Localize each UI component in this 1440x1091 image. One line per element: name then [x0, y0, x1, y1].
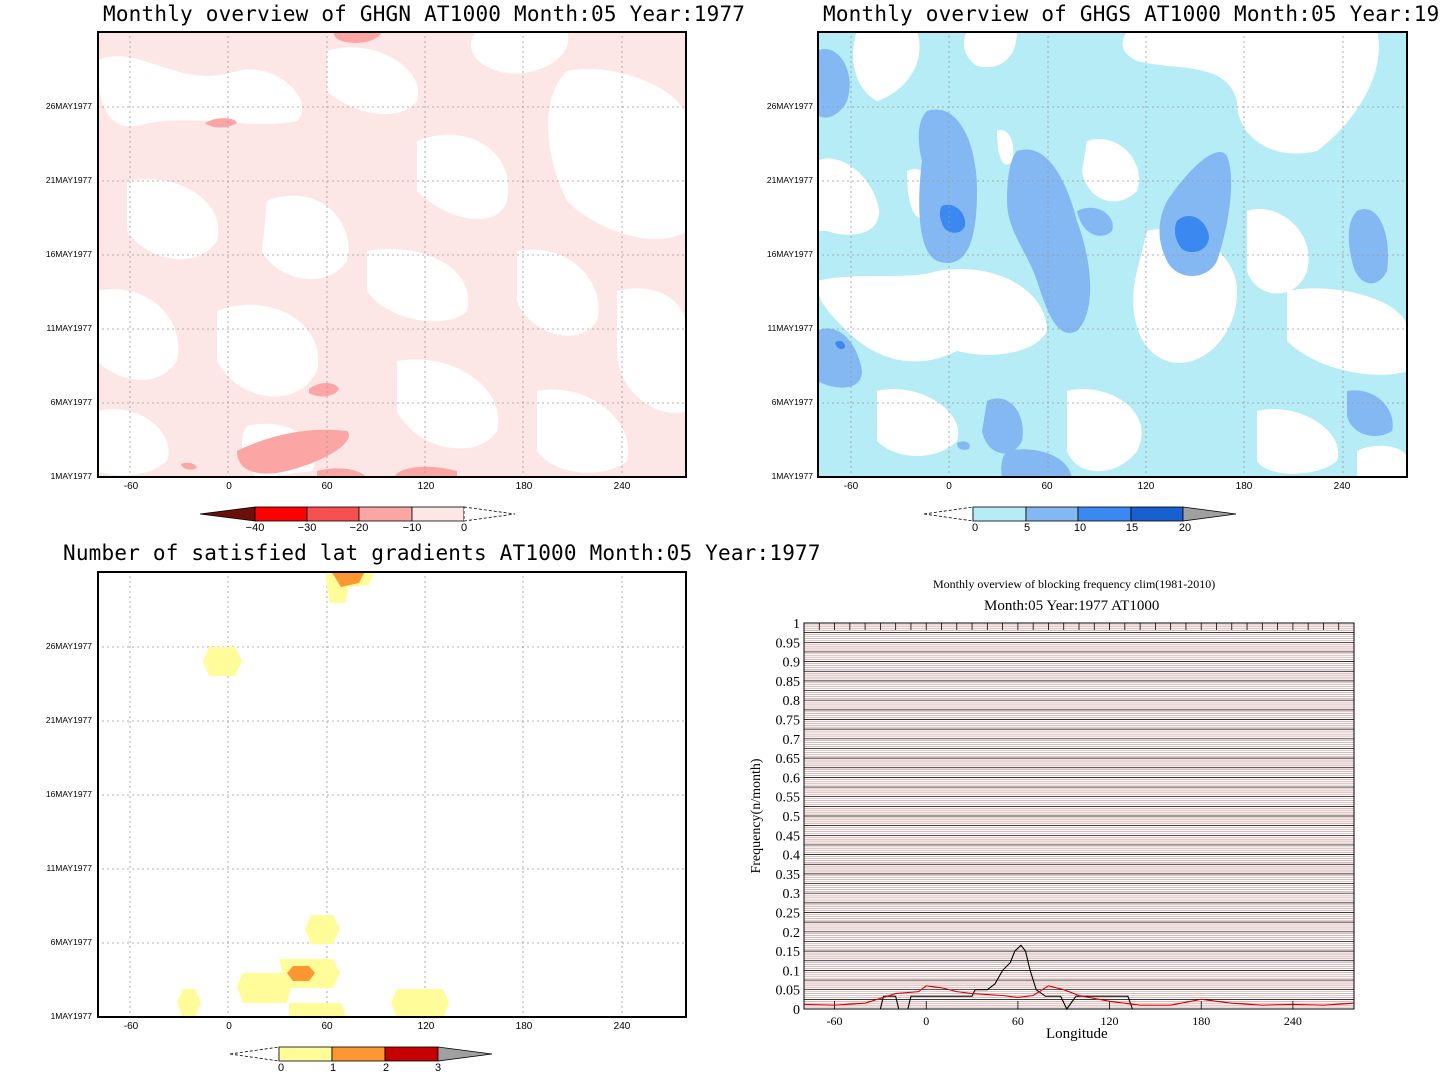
lat-xtick: 240 — [613, 1021, 631, 1032]
freq-y-tick-label: 0 — [793, 1003, 800, 1018]
freq-y-tick-label: 0.3 — [783, 887, 801, 902]
ghgn-xtick: 60 — [321, 481, 333, 492]
ghgs-field — [819, 33, 1406, 476]
freq-y-tick-label: 0.25 — [776, 907, 801, 922]
ghgn-colorbar — [199, 506, 516, 522]
ghgs-plot-area — [817, 31, 1408, 478]
freq-y-tick-label: 0.65 — [776, 752, 801, 767]
ghgs-ytick: 26MAY1977 — [766, 101, 813, 111]
lat-xtick: 120 — [417, 1021, 435, 1032]
ghgs-ytick: 16MAY1977 — [766, 249, 813, 259]
lat-cb-label: 2 — [382, 1062, 390, 1074]
lat-ytick: 11MAY1977 — [46, 863, 92, 873]
freq-y-tick-label: 0.5 — [783, 810, 801, 825]
freq-x-tick-label: 180 — [1192, 1014, 1210, 1028]
ghgn-ytick: 26MAY1977 — [45, 101, 92, 111]
ghgn-cb-label: −20 — [349, 522, 369, 534]
lat-plot-area — [97, 571, 687, 1018]
ghgn-plot-area — [97, 31, 687, 478]
ghgn-ytick: 16MAY1977 — [45, 249, 92, 259]
ghgs-xtick: -60 — [843, 481, 859, 492]
freq-y-tick-label: 0.75 — [776, 714, 801, 729]
lat-xtick: -60 — [123, 1021, 139, 1032]
lat-xtick: 180 — [515, 1021, 533, 1032]
freq-y-tick-label: 0.05 — [776, 984, 801, 999]
freq-y-tick-label: 0.95 — [776, 636, 801, 651]
ghgn-xtick: 180 — [515, 481, 533, 492]
ghgn-xtick: -60 — [123, 481, 139, 492]
ghgs-cb-label: 5 — [1023, 522, 1031, 534]
ghgn-ytick: 11MAY1977 — [46, 323, 92, 333]
freq-y-tick-label: 0.9 — [783, 656, 801, 671]
lat-xtick: 60 — [321, 1021, 333, 1032]
ghgs-colorbar — [923, 506, 1237, 522]
ghgs-title: Monthly overview of GHGS AT1000 Month:05… — [823, 2, 1440, 26]
lat-cb-label: 3 — [434, 1062, 442, 1074]
lat-field — [99, 573, 685, 1016]
lat-ytick: 16MAY1977 — [45, 789, 92, 799]
lat-ytick: 6MAY1977 — [50, 937, 92, 947]
lat-ytick: 21MAY1977 — [45, 715, 92, 725]
freq-y-tick-label: 0.15 — [776, 945, 801, 960]
ghgn-xtick: 0 — [226, 481, 232, 492]
lat-xtick: 0 — [226, 1021, 232, 1032]
freq-x-tick-label: 0 — [923, 1014, 929, 1028]
ghgn-xtick: 120 — [417, 481, 435, 492]
ghgn-ytick: 1MAY1977 — [50, 471, 92, 481]
ghgs-cb-label: 10 — [1073, 522, 1087, 534]
freq-plot: -60 0 60 120 180 240 0 0.05 0.1 0.15 0.2 0.25 0.3 0.3… — [776, 617, 1355, 1028]
freq-x-tick-label: -60 — [827, 1014, 843, 1028]
ghgn-xtick: 240 — [613, 481, 631, 492]
freq-title: Monthly overview of blocking frequency c… — [933, 577, 1216, 591]
ghgn-ytick: 21MAY1977 — [45, 175, 92, 185]
freq-x-tick-label: 120 — [1101, 1014, 1119, 1028]
freq-xlabel: Longitude — [1046, 1026, 1108, 1042]
ghgs-xtick: 60 — [1041, 481, 1053, 492]
ghgn-field — [99, 33, 685, 476]
ghgs-cb-label: 20 — [1178, 522, 1192, 534]
lat-ytick: 26MAY1977 — [45, 641, 92, 651]
freq-y-tick-label: 0.8 — [783, 694, 801, 709]
ghgs-xtick: 180 — [1235, 481, 1253, 492]
ghgs-xtick: 240 — [1333, 481, 1351, 492]
freq-y-tick-label: 0.85 — [776, 675, 801, 690]
freq-y-tick-label: 0.45 — [776, 829, 801, 844]
freq-y-tick-label: 0.2 — [783, 926, 801, 941]
ghgn-ytick: 6MAY1977 — [50, 397, 92, 407]
ghgs-ytick: 21MAY1977 — [766, 175, 813, 185]
lat-ytick: 1MAY1977 — [50, 1011, 92, 1021]
freq-series-black-line — [804, 944, 1354, 1011]
freq-x-tick-label: 240 — [1284, 1014, 1302, 1028]
ghgs-ytick: 6MAY1977 — [771, 397, 813, 407]
freq-y-tick-label: 0.1 — [783, 964, 801, 979]
lat-cb-label: 0 — [277, 1062, 285, 1074]
ghgs-xtick: 120 — [1137, 481, 1155, 492]
freq-y-tick-label: 1 — [793, 617, 800, 632]
ghgn-title: Monthly overview of GHGN AT1000 Month:05… — [103, 2, 746, 26]
lat-colorbar — [229, 1046, 493, 1062]
ghgs-cb-label: 15 — [1125, 522, 1139, 534]
ghgs-xtick: 0 — [946, 481, 952, 492]
lat-title: Number of satisfied lat gradients AT1000… — [63, 541, 821, 565]
ghgn-cb-label: −30 — [297, 522, 317, 534]
freq-y-tick-label: 0.6 — [783, 771, 801, 786]
freq-y-tick-label: 0.4 — [783, 849, 801, 864]
ghgn-cb-label: −10 — [402, 522, 422, 534]
lat-cb-label: 1 — [329, 1062, 337, 1074]
freq-y-tick-label: 0.35 — [776, 868, 801, 883]
freq-x-tick-label: 60 — [1012, 1014, 1024, 1028]
ghgn-cb-label: −40 — [245, 522, 265, 534]
freq-series-red-line — [803, 985, 1355, 1006]
ghgs-ytick: 11MAY1977 — [767, 323, 813, 333]
freq-y-tick-label: 0.7 — [783, 733, 801, 748]
ghgn-cb-label: 0 — [460, 522, 468, 534]
freq-subtitle: Month:05 Year:1977 AT1000 — [984, 598, 1160, 614]
ghgs-ytick: 1MAY1977 — [771, 471, 813, 481]
ghgs-cb-label: 0 — [971, 522, 979, 534]
freq-y-tick-label: 0.55 — [776, 791, 801, 806]
